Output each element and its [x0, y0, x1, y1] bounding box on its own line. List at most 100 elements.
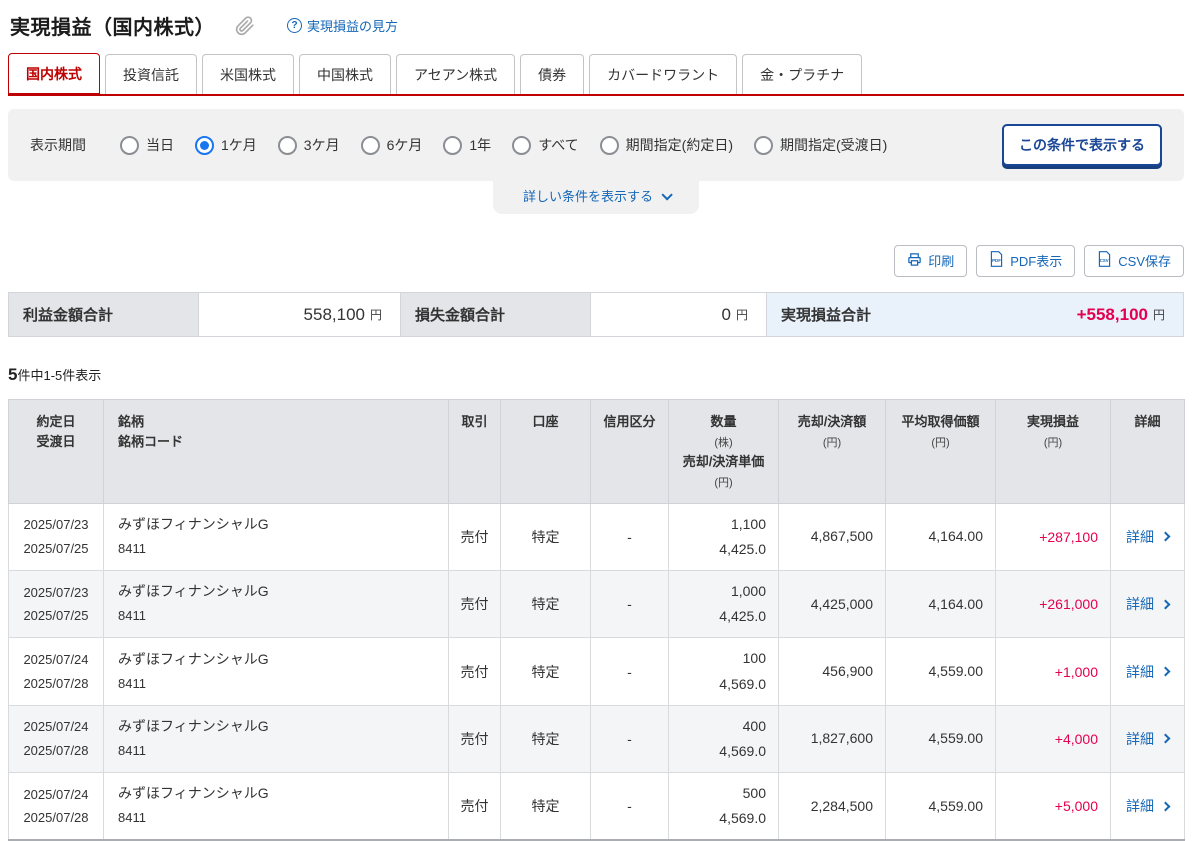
print-button-label: 印刷 [928, 254, 955, 269]
tab-asean-stock[interactable]: アセアン株式 [396, 54, 516, 94]
stock-code: 8411 [118, 742, 146, 758]
yen-unit: 円 [369, 308, 382, 322]
tab-covered-warrant[interactable]: カバードワラント [589, 54, 738, 94]
chevron-right-icon [1160, 666, 1171, 677]
stock-name: みずほフィナンシャルG [118, 650, 269, 667]
stock-name: みずほフィナンシャルG [118, 785, 269, 802]
radio-1year[interactable]: 1年 [443, 135, 491, 155]
col-margin-type: 信用区分 [590, 399, 669, 504]
print-button[interactable]: 印刷 [894, 245, 968, 277]
realized-pl-value: +287,100 [995, 502, 1111, 571]
printer-icon [907, 252, 922, 270]
radio-6months[interactable]: 6ケ月 [360, 135, 423, 155]
radio-3months[interactable]: 3ケ月 [277, 135, 340, 155]
csv-button[interactable]: CSV CSV保存 [1084, 245, 1184, 277]
table-row: 2025/07/24 2025/07/28 みずほフィナンシャルG 8411 売付 … [8, 772, 1185, 841]
realized-pl-table: 約定日 受渡日 銘柄 銘柄コード 取引 口座 信用区分 数量 (株) 売却/決済単価 (円… [8, 399, 1185, 841]
tab-domestic-stock[interactable]: 国内株式 [8, 53, 100, 94]
col-name: 銘柄 銘柄コード [103, 399, 449, 504]
stock-name: みずほフィナンシャルG [118, 718, 269, 735]
radio-circle-icon [277, 135, 297, 155]
radio-circle-icon [753, 135, 773, 155]
loss-total-label: 損失金額合計 [401, 293, 591, 336]
apply-filter-button[interactable]: この条件で表示する [1002, 124, 1162, 166]
radio-circle-icon [120, 135, 139, 155]
table-header-row: 約定日 受渡日 銘柄 銘柄コード 取引 口座 信用区分 数量 (株) 売却/決済単価 (円… [8, 399, 1185, 504]
realized-pl-total: 実現損益合計 +558,100 円 [767, 293, 1183, 336]
question-icon: ? [287, 18, 302, 33]
radio-1month[interactable]: 1ケ月 [195, 135, 257, 155]
radio-circle-icon [443, 135, 463, 155]
radio-range-settle-date-label: 期間指定(受渡日) [779, 137, 888, 153]
pdf-file-icon: PDF [989, 251, 1004, 270]
radio-all-label: すべて [538, 137, 579, 153]
table-row: 2025/07/24 2025/07/28 みずほフィナンシャルG 8411 売付 … [8, 704, 1185, 774]
chevron-right-icon [1160, 599, 1171, 610]
tab-gold-platinum[interactable]: 金・プラチナ [742, 54, 863, 94]
export-actions: 印刷 PDF PDF表示 CSV CSV保存 [8, 245, 1184, 277]
detail-link[interactable]: 詳細 [1126, 527, 1171, 547]
yen-unit: 円 [735, 308, 748, 322]
paperclip-icon[interactable] [235, 15, 255, 36]
radio-today[interactable]: 当日 [120, 135, 174, 155]
radio-range-trade-date[interactable]: 期間指定(約定日) [599, 135, 733, 155]
svg-text:PDF: PDF [992, 258, 1001, 263]
product-tabs: 国内株式 投資信託 米国株式 中国株式 アセアン株式 債券 カバードワラント 金… [8, 53, 1184, 96]
tab-china-stock[interactable]: 中国株式 [299, 54, 391, 94]
radio-today-label: 当日 [146, 137, 174, 153]
chevron-right-icon [1160, 531, 1171, 542]
col-amount: 売却/決済額 (円) [778, 399, 886, 504]
csv-button-label: CSV保存 [1118, 254, 1171, 269]
detail-link[interactable]: 詳細 [1126, 729, 1171, 749]
chevron-right-icon [1160, 801, 1171, 812]
radio-6months-label: 6ケ月 [386, 137, 423, 153]
realized-pl-value: +5,000 [995, 772, 1111, 841]
help-link[interactable]: ? 実現損益の見方 [287, 16, 398, 35]
radio-3months-label: 3ケ月 [303, 137, 340, 153]
stock-code: 8411 [118, 675, 146, 691]
col-dates: 約定日 受渡日 [8, 399, 104, 504]
detail-link[interactable]: 詳細 [1126, 594, 1171, 614]
tab-us-stock[interactable]: 米国株式 [202, 54, 294, 94]
realized-pl-total-value: +558,100 [1076, 304, 1148, 324]
pdf-button[interactable]: PDF PDF表示 [976, 245, 1076, 277]
radio-circle-icon [512, 135, 532, 155]
help-link-label: 実現損益の見方 [307, 19, 399, 34]
radio-selected-icon [195, 135, 214, 155]
table-row: 2025/07/23 2025/07/25 みずほフィナンシャルG 8411 売付 … [8, 502, 1185, 571]
detail-conditions-label: 詳しい条件を表示する [522, 189, 653, 204]
col-realized-pl: 実現損益 (円) [995, 399, 1111, 504]
radio-all[interactable]: すべて [512, 135, 579, 155]
realized-pl-total-label: 実現損益合計 [781, 307, 872, 324]
radio-range-settle-date[interactable]: 期間指定(受渡日) [753, 135, 888, 155]
profit-total-label: 利益金額合計 [9, 293, 199, 336]
radio-range-trade-date-label: 期間指定(約定日) [625, 137, 733, 153]
stock-code: 8411 [118, 540, 146, 556]
stock-code: 8411 [118, 810, 146, 826]
tab-bonds[interactable]: 債券 [520, 54, 585, 94]
detail-conditions-toggle[interactable]: 詳しい条件を表示する [493, 181, 699, 214]
period-filter-label: 表示期間 [30, 137, 86, 153]
tab-investment-trust[interactable]: 投資信託 [105, 54, 197, 94]
detail-link[interactable]: 詳細 [1126, 662, 1171, 682]
yen-unit: 円 [1152, 308, 1165, 322]
col-trade: 取引 [448, 399, 501, 504]
table-row: 2025/07/24 2025/07/28 みずほフィナンシャルG 8411 売付 … [8, 637, 1185, 706]
stock-code: 8411 [118, 608, 146, 624]
radio-circle-icon [599, 135, 619, 155]
svg-text:CSV: CSV [1100, 258, 1109, 263]
page-title: 実現損益（国内株式） [10, 17, 215, 39]
period-filter-panel: 表示期間 当日 1ケ月 3ケ月 6ケ月 1年 すべて 期間指定(約定日) [8, 109, 1184, 181]
chevron-down-icon [661, 189, 673, 201]
col-quantity: 数量 (株) 売却/決済単価 (円) [668, 399, 779, 504]
detail-link[interactable]: 詳細 [1126, 796, 1171, 816]
col-avg-cost: 平均取得価額 (円) [885, 399, 996, 504]
realized-pl-value: +1,000 [995, 637, 1111, 706]
col-detail: 詳細 [1110, 399, 1185, 504]
result-count: 5件中1-5件表示 [8, 365, 102, 384]
realized-pl-value: +4,000 [995, 704, 1111, 774]
profit-total-value: 558,100 円 [199, 293, 401, 336]
page-header: 実現損益（国内株式） ? 実現損益の見方 [8, 0, 1184, 53]
